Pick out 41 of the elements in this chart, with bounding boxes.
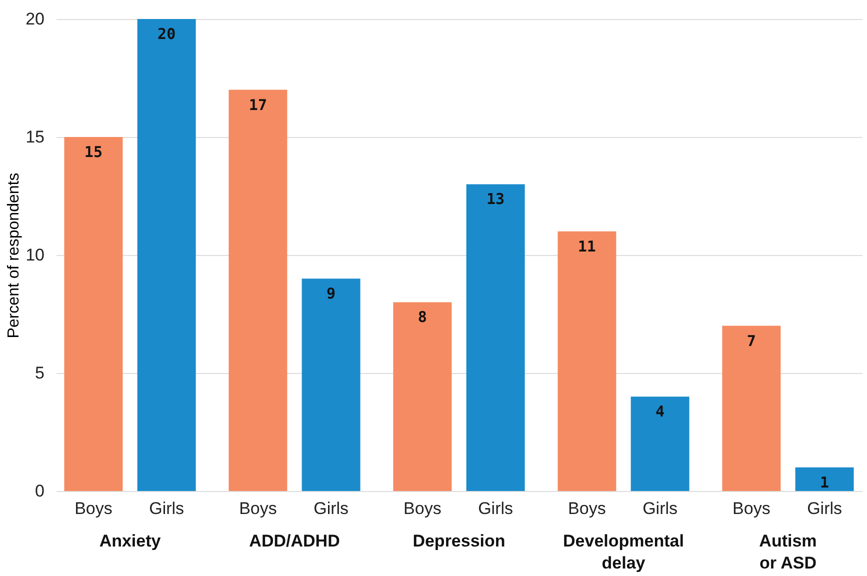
bar	[722, 326, 781, 491]
x-tick-label: Developmental delay	[563, 532, 684, 572]
data-label: 15	[84, 143, 102, 161]
y-tick-label: 5	[35, 364, 44, 382]
text: Boys	[404, 499, 442, 518]
series-label: Girls	[149, 499, 184, 518]
text: Girls	[478, 499, 514, 518]
x-tick-label: ADD/ADHD	[249, 532, 340, 550]
y-axis-title: Percent of respondents	[6, 172, 23, 338]
x-tick-label: Depression	[412, 532, 506, 550]
data-label: 7	[746, 332, 756, 350]
text: Girls	[314, 499, 349, 518]
bar	[228, 90, 288, 491]
text: Girls	[807, 499, 842, 518]
data-label: 9	[326, 284, 336, 303]
text: Girls	[642, 499, 678, 518]
x-tick-label: Autism or ASD	[759, 532, 817, 572]
bar	[558, 231, 616, 491]
bar	[137, 19, 196, 491]
y-tick-label: 20	[26, 10, 44, 28]
data-label: 8	[418, 308, 427, 326]
bar	[795, 467, 854, 491]
bar	[630, 396, 690, 491]
data-label: 17	[248, 96, 267, 114]
data-label: 4	[656, 402, 665, 421]
text: Boys	[732, 499, 770, 518]
bar	[466, 184, 525, 491]
data-label: 11	[578, 237, 596, 256]
bar	[64, 137, 123, 491]
text: Boys	[239, 499, 277, 518]
x-tick-label: Anxiety	[99, 532, 162, 550]
data-label: 13	[486, 190, 505, 208]
bar	[302, 278, 360, 491]
data-label: 1	[820, 473, 830, 492]
text: Boys	[568, 499, 606, 518]
y-tick-label: 0	[35, 482, 44, 500]
y-tick-label: 10	[26, 246, 44, 264]
y-tick-label: 15	[26, 128, 44, 146]
bar	[393, 302, 452, 491]
data-label: 20	[158, 25, 176, 43]
series-label: Boys	[74, 499, 112, 518]
